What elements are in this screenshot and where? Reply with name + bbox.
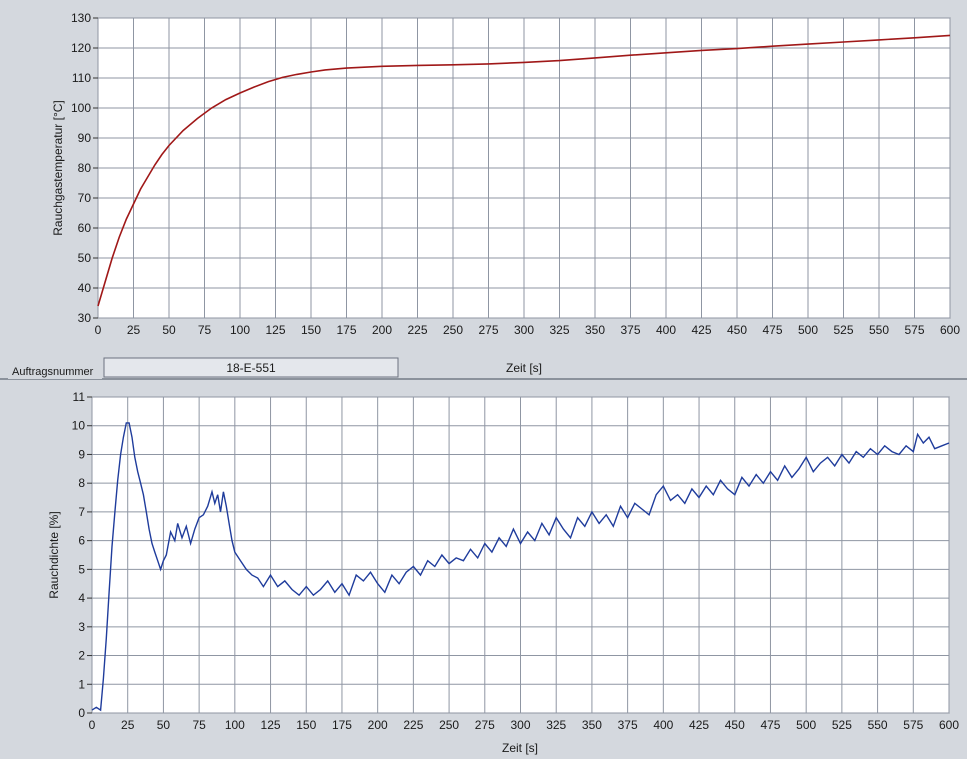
y-tick-label: 80 — [78, 161, 92, 175]
y-tick-label: 110 — [72, 71, 91, 85]
x-tick-label: 500 — [798, 323, 818, 337]
x-tick-label: 400 — [653, 718, 673, 732]
y-tick-label: 50 — [78, 251, 92, 265]
x-tick-label: 575 — [904, 323, 924, 337]
y-tick-label: 90 — [78, 131, 92, 145]
density-grid — [91, 396, 950, 714]
y-tick-label: 10 — [72, 419, 86, 433]
x-tick-label: 25 — [127, 323, 141, 337]
x-tick-label: 600 — [940, 323, 960, 337]
x-tick-label: 375 — [620, 323, 640, 337]
x-tick-label: 350 — [585, 323, 605, 337]
x-tick-label: 500 — [796, 718, 816, 732]
density-x-ticks: 0 25 50 75 100 125 150 175 200 225 250 275 300 325 350… — [89, 718, 960, 732]
auftragsnummer-label-bg — [8, 363, 102, 379]
y-tick-label: 9 — [78, 447, 85, 461]
x-tick-label: 475 — [760, 718, 780, 732]
x-tick-label: 275 — [475, 718, 495, 732]
y-tick-label: 6 — [78, 534, 85, 548]
y-tick-label: 8 — [78, 476, 85, 490]
y-tick-label: 30 — [78, 311, 92, 325]
x-tick-label: 225 — [407, 323, 427, 337]
x-tick-label: 75 — [192, 718, 206, 732]
x-tick-label: 300 — [514, 323, 534, 337]
x-tick-label: 400 — [656, 323, 676, 337]
x-tick-label: 450 — [725, 718, 745, 732]
y-tick-label: 130 — [71, 11, 91, 25]
y-tick-label: 11 — [73, 390, 86, 404]
y-tick-label: 4 — [78, 591, 85, 605]
x-tick-label: 425 — [689, 718, 709, 732]
y-tick-label: 5 — [78, 562, 85, 576]
y-tick-label: 1 — [78, 677, 85, 691]
temperature-grid — [97, 17, 951, 319]
auftragsnummer-field[interactable] — [103, 357, 399, 378]
x-tick-label: 475 — [762, 323, 782, 337]
density-y-ticks: 0 1 2 3 4 5 6 7 8 9 10 11 — [72, 390, 92, 720]
x-tick-label: 525 — [833, 323, 853, 337]
x-tick-label: 550 — [869, 323, 889, 337]
density-y-axis-label: Rauchdichte [%] — [47, 511, 61, 598]
x-tick-label: 325 — [546, 718, 566, 732]
x-tick-label: 50 — [157, 718, 171, 732]
x-tick-label: 150 — [296, 718, 316, 732]
x-tick-label: 200 — [368, 718, 388, 732]
y-tick-label: 7 — [78, 505, 85, 519]
x-tick-label: 75 — [198, 323, 212, 337]
temperature-y-axis-label: Rauchgastemperatur [°C] — [51, 100, 65, 236]
x-tick-label: 0 — [89, 718, 96, 732]
y-tick-label: 2 — [78, 649, 85, 663]
y-tick-label: 40 — [78, 281, 92, 295]
x-tick-label: 150 — [301, 323, 321, 337]
x-tick-label: 175 — [332, 718, 352, 732]
x-tick-label: 375 — [618, 718, 638, 732]
y-tick-label: 3 — [78, 620, 85, 634]
x-tick-label: 350 — [582, 718, 602, 732]
x-tick-label: 300 — [510, 718, 530, 732]
y-tick-label: 100 — [71, 101, 91, 115]
x-tick-label: 450 — [727, 323, 747, 337]
auftragsnummer-group: Auftragsnummer 18-E-551 — [8, 357, 399, 379]
temperature-x-ticks: 0 25 50 75 100 125 150 175 200 225 250 275 300 325 350… — [95, 323, 961, 337]
x-tick-label: 100 — [225, 718, 245, 732]
density-series-line — [91, 422, 950, 712]
x-tick-label: 100 — [230, 323, 250, 337]
x-tick-label: 0 — [95, 323, 102, 337]
y-tick-label: 120 — [71, 41, 91, 55]
y-tick-label: 70 — [78, 191, 92, 205]
x-tick-label: 125 — [265, 323, 285, 337]
x-tick-label: 525 — [832, 718, 852, 732]
x-tick-label: 575 — [903, 718, 923, 732]
x-tick-label: 200 — [372, 323, 392, 337]
y-tick-label: 0 — [78, 706, 85, 720]
x-tick-label: 550 — [868, 718, 888, 732]
temperature-series-line — [97, 34, 951, 307]
x-tick-label: 325 — [549, 323, 569, 337]
y-tick-label: 60 — [78, 221, 92, 235]
x-tick-label: 225 — [403, 718, 423, 732]
temperature-y-ticks: 30 40 50 60 70 80 90 100 110 120 130 — [71, 11, 98, 325]
x-tick-label: 600 — [939, 718, 959, 732]
density-x-axis-label: Zeit [s] — [502, 741, 538, 755]
x-tick-label: 250 — [443, 323, 463, 337]
temperature-x-axis-label: Zeit [s] — [506, 361, 542, 375]
x-tick-label: 425 — [691, 323, 711, 337]
x-tick-label: 50 — [162, 323, 176, 337]
x-tick-label: 275 — [478, 323, 498, 337]
x-tick-label: 250 — [439, 718, 459, 732]
x-tick-label: 25 — [121, 718, 135, 732]
density-chart: 0 1 2 3 4 5 6 7 8 9 10 11 0 25 50 75 100 125 150 175 200 225… — [47, 390, 959, 755]
x-tick-label: 125 — [261, 718, 281, 732]
x-tick-label: 175 — [336, 323, 356, 337]
auftragsnummer-value: 18-E-551 — [226, 361, 276, 375]
temperature-chart: 30 40 50 60 70 80 90 100 110 120 130 0 25 50 75 100 125… — [51, 11, 960, 375]
auftragsnummer-label: Auftragsnummer — [12, 366, 94, 378]
